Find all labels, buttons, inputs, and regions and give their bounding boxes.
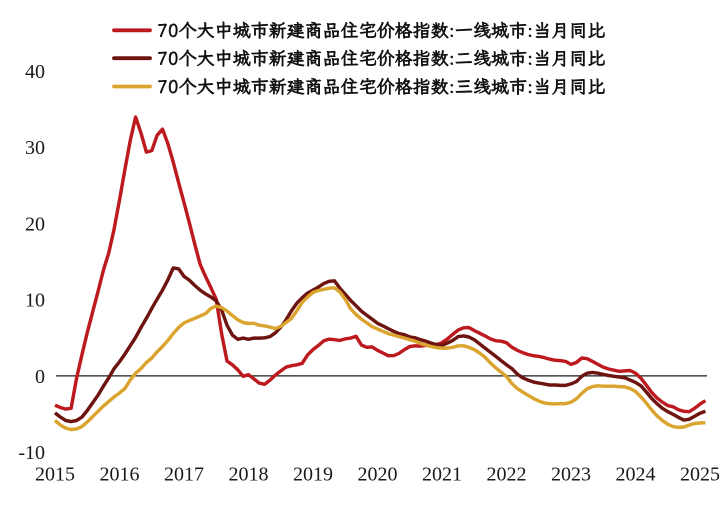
svg-text:2018: 2018 [229, 464, 269, 486]
svg-text:2016: 2016 [100, 464, 140, 486]
svg-text:0: 0 [35, 366, 45, 388]
svg-text:2023: 2023 [551, 464, 591, 486]
svg-text:2015: 2015 [35, 464, 75, 486]
svg-text:20: 20 [25, 213, 45, 235]
svg-text:2019: 2019 [293, 464, 333, 486]
svg-text:2021: 2021 [422, 464, 462, 486]
svg-text:2022: 2022 [487, 464, 527, 486]
svg-text:-10: -10 [18, 442, 45, 464]
svg-text:2025: 2025 [680, 464, 720, 486]
svg-text:40: 40 [25, 61, 45, 83]
svg-text:30: 30 [25, 137, 45, 159]
svg-text:2017: 2017 [164, 464, 204, 486]
svg-text:2020: 2020 [358, 464, 398, 486]
svg-text:10: 10 [25, 290, 45, 312]
svg-text:2024: 2024 [616, 464, 656, 486]
